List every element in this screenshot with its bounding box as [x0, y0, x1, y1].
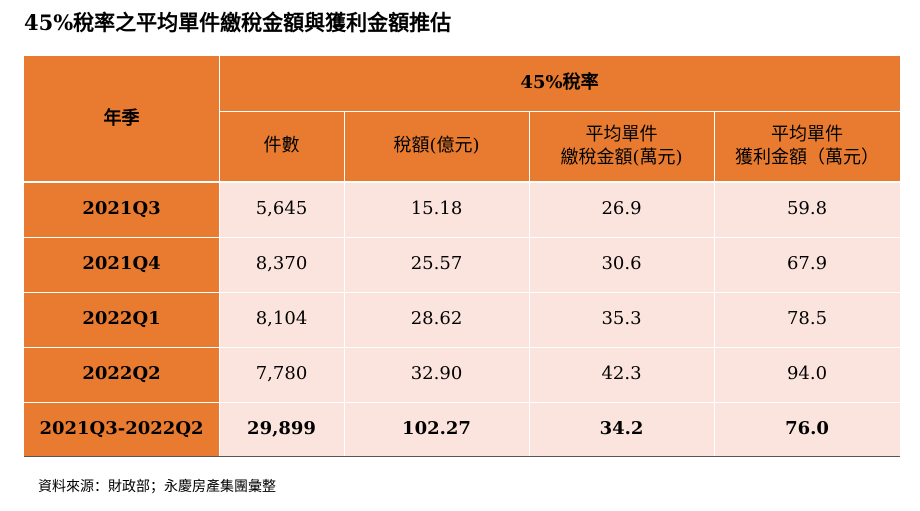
avg-tax-cell: 42.3: [529, 347, 714, 402]
column-header: 平均單件 獲利金額（萬元）: [714, 111, 900, 182]
source-note: 資料來源：財政部；永慶房產集團彙整: [38, 479, 276, 495]
avg-tax-cell: 26.9: [529, 182, 714, 237]
avg-tax-cell: 30.6: [529, 237, 714, 292]
count-cell: 7,780: [219, 347, 344, 402]
total-count-cell: 29,899: [219, 402, 344, 456]
column-header-count: 件數: [263, 135, 300, 157]
column-header-avg-profit: 平均單件 獲利金額（萬元）: [735, 124, 879, 168]
tax-cell: 32.90: [344, 347, 529, 402]
column-header-tax: 稅額(億元): [393, 135, 480, 157]
row-header-label: 年季: [103, 107, 140, 129]
row-header-cell: 年季: [24, 56, 219, 182]
avg-tax-cell: 35.3: [529, 292, 714, 347]
column-header: 稅額(億元): [344, 111, 529, 182]
avg-profit-cell: 59.8: [714, 182, 900, 237]
tax-cell: 15.18: [344, 182, 529, 237]
tax-cell: 28.62: [344, 292, 529, 347]
period-cell: 2021Q4: [24, 237, 219, 292]
tax-cell: 25.57: [344, 237, 529, 292]
grid-line: [714, 111, 715, 456]
total-avg-tax-cell: 34.2: [529, 402, 714, 456]
grid-line: [24, 237, 900, 238]
column-header-avg-tax: 平均單件 繳稅金額(萬元): [560, 124, 683, 168]
grid-line: [24, 292, 900, 293]
total-avg-profit-cell: 76.0: [714, 402, 900, 456]
group-header-cell: 45%稅率: [219, 56, 900, 111]
count-cell: 8,370: [219, 237, 344, 292]
column-header: 件數: [219, 111, 344, 182]
grid-line: [219, 56, 220, 456]
total-tax-cell: 102.27: [344, 402, 529, 456]
count-cell: 8,104: [219, 292, 344, 347]
grid-line: [24, 347, 900, 348]
period-cell: 2021Q3: [24, 182, 219, 237]
grid-line: [24, 402, 900, 403]
avg-profit-cell: 67.9: [714, 237, 900, 292]
count-cell: 5,645: [219, 182, 344, 237]
period-cell: 2022Q2: [24, 347, 219, 402]
grid-line: [219, 111, 900, 112]
page-title: 45%稅率之平均單件繳稅金額與獲利金額推估: [24, 10, 452, 35]
grid-line: [344, 111, 345, 456]
column-header: 平均單件 繳稅金額(萬元): [529, 111, 714, 182]
header-divider: [24, 181, 900, 183]
avg-profit-cell: 94.0: [714, 347, 900, 402]
avg-profit-cell: 78.5: [714, 292, 900, 347]
grid-line: [529, 111, 530, 456]
period-cell: 2022Q1: [24, 292, 219, 347]
tax-table: 年季 45%稅率 件數 稅額(億元) 平均單件 繳稅金額(萬元) 平均單件 獲利…: [24, 56, 900, 457]
group-header-label: 45%稅率: [520, 72, 599, 94]
total-period-cell: 2021Q3-2022Q2: [24, 402, 219, 456]
